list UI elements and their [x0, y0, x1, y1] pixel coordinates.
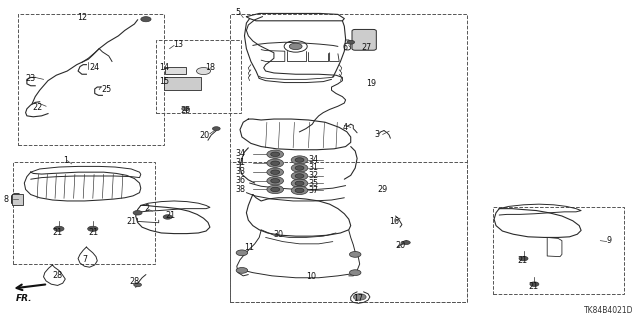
Bar: [355, 31, 373, 49]
Circle shape: [271, 187, 280, 192]
Text: 28: 28: [52, 271, 63, 280]
Text: 34: 34: [236, 149, 246, 158]
Text: 16: 16: [389, 217, 399, 226]
Circle shape: [196, 68, 211, 75]
Text: 8: 8: [3, 195, 8, 204]
Circle shape: [267, 159, 284, 167]
Text: 15: 15: [159, 77, 169, 86]
Text: 23: 23: [26, 74, 36, 83]
Circle shape: [349, 270, 361, 276]
Text: 4: 4: [342, 124, 348, 132]
Text: 21: 21: [528, 282, 538, 291]
Circle shape: [134, 283, 141, 287]
Text: 38: 38: [236, 185, 246, 194]
Bar: [12, 194, 23, 205]
Circle shape: [295, 158, 304, 162]
Circle shape: [519, 256, 528, 261]
Circle shape: [289, 43, 302, 50]
Text: 31: 31: [236, 158, 246, 167]
Circle shape: [271, 179, 280, 183]
Text: 19: 19: [366, 79, 376, 88]
Circle shape: [291, 156, 308, 164]
Circle shape: [236, 268, 248, 273]
Circle shape: [295, 166, 304, 170]
Circle shape: [291, 186, 308, 195]
Bar: [230, 14, 467, 302]
Text: 26: 26: [180, 106, 191, 115]
Text: 28: 28: [129, 277, 140, 286]
Circle shape: [271, 170, 280, 174]
Circle shape: [236, 250, 248, 256]
Text: 35: 35: [308, 179, 319, 188]
Text: 21: 21: [127, 217, 137, 226]
FancyBboxPatch shape: [352, 29, 376, 50]
Bar: [13, 162, 155, 264]
Circle shape: [291, 179, 308, 188]
Text: 7: 7: [82, 255, 87, 264]
Bar: [156, 40, 241, 113]
Text: 11: 11: [244, 243, 255, 252]
Text: 9: 9: [607, 236, 612, 245]
Bar: [230, 162, 467, 302]
Text: 22: 22: [32, 103, 42, 112]
Circle shape: [403, 241, 410, 244]
Text: 24: 24: [90, 63, 100, 72]
Bar: [493, 207, 624, 294]
Text: 14: 14: [159, 63, 169, 72]
Circle shape: [133, 211, 142, 215]
Circle shape: [267, 150, 284, 158]
Text: 21: 21: [88, 228, 99, 237]
Circle shape: [267, 168, 284, 176]
Text: 6: 6: [342, 43, 348, 52]
Bar: [164, 77, 201, 90]
Text: 37: 37: [308, 186, 319, 195]
Text: 20: 20: [396, 241, 406, 250]
Circle shape: [530, 282, 539, 286]
Circle shape: [291, 164, 308, 172]
Circle shape: [349, 252, 361, 257]
Text: 17: 17: [353, 294, 364, 303]
Text: 10: 10: [306, 272, 316, 281]
Text: 21: 21: [52, 228, 63, 237]
Circle shape: [212, 127, 220, 131]
Text: 33: 33: [236, 167, 246, 176]
Circle shape: [182, 107, 189, 111]
Text: 13: 13: [173, 40, 183, 49]
Text: 2: 2: [144, 204, 149, 213]
Circle shape: [163, 215, 172, 219]
Circle shape: [271, 152, 280, 156]
Circle shape: [295, 181, 304, 186]
Text: 29: 29: [378, 185, 388, 194]
Circle shape: [353, 294, 366, 300]
Text: 21: 21: [165, 211, 175, 220]
Text: 3: 3: [374, 130, 380, 139]
Text: 31: 31: [308, 164, 319, 172]
Text: 34: 34: [308, 155, 319, 164]
Text: 12: 12: [77, 13, 87, 22]
Circle shape: [271, 161, 280, 165]
Text: 21: 21: [517, 256, 527, 265]
Text: 5: 5: [236, 8, 241, 17]
Text: 36: 36: [236, 176, 246, 185]
Text: 32: 32: [308, 172, 319, 180]
Text: TK84B4021D: TK84B4021D: [584, 306, 634, 315]
Text: 1: 1: [63, 156, 68, 165]
Circle shape: [347, 40, 355, 44]
Circle shape: [141, 17, 151, 22]
Circle shape: [267, 177, 284, 185]
Circle shape: [88, 226, 98, 231]
Circle shape: [54, 226, 64, 231]
Text: FR.: FR.: [16, 294, 33, 303]
Text: 27: 27: [362, 43, 372, 52]
Circle shape: [295, 174, 304, 178]
Text: 20: 20: [200, 131, 210, 140]
Text: 25: 25: [101, 85, 111, 94]
Bar: [165, 67, 186, 74]
Circle shape: [291, 172, 308, 180]
Circle shape: [295, 188, 304, 193]
Bar: [18, 14, 164, 145]
Text: 18: 18: [205, 63, 215, 72]
Text: 30: 30: [274, 230, 284, 239]
Circle shape: [267, 185, 284, 194]
